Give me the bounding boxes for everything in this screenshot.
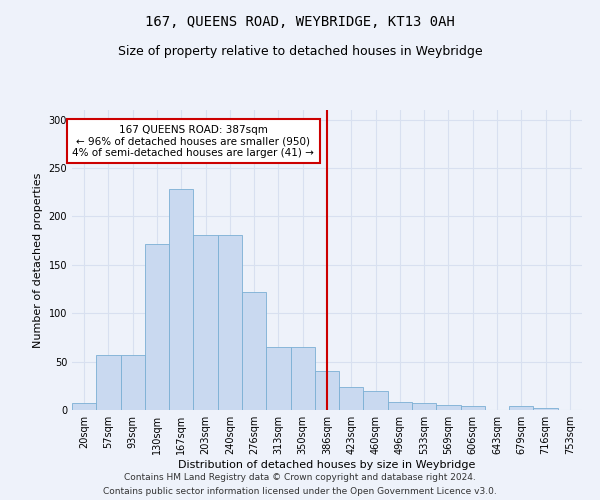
- Bar: [145, 244, 169, 410]
- Text: Contains public sector information licensed under the Open Government Licence v3: Contains public sector information licen…: [103, 486, 497, 496]
- Text: Size of property relative to detached houses in Weybridge: Size of property relative to detached ho…: [118, 45, 482, 58]
- Bar: [96, 355, 121, 410]
- Text: 167 QUEENS ROAD: 387sqm
← 96% of detached houses are smaller (950)
4% of semi-de: 167 QUEENS ROAD: 387sqm ← 96% of detache…: [73, 124, 314, 158]
- Text: Contains HM Land Registry data © Crown copyright and database right 2024.: Contains HM Land Registry data © Crown c…: [124, 473, 476, 482]
- Bar: [218, 235, 242, 410]
- Bar: [266, 347, 290, 410]
- Bar: [169, 190, 193, 410]
- Bar: [509, 406, 533, 410]
- Bar: [388, 402, 412, 410]
- Bar: [339, 387, 364, 410]
- Bar: [242, 292, 266, 410]
- Bar: [121, 355, 145, 410]
- Text: 167, QUEENS ROAD, WEYBRIDGE, KT13 0AH: 167, QUEENS ROAD, WEYBRIDGE, KT13 0AH: [145, 15, 455, 29]
- Bar: [364, 390, 388, 410]
- Bar: [412, 403, 436, 410]
- Bar: [461, 406, 485, 410]
- Bar: [193, 235, 218, 410]
- Bar: [436, 405, 461, 410]
- Bar: [290, 347, 315, 410]
- Bar: [315, 372, 339, 410]
- Bar: [72, 403, 96, 410]
- X-axis label: Distribution of detached houses by size in Weybridge: Distribution of detached houses by size …: [178, 460, 476, 470]
- Bar: [533, 408, 558, 410]
- Y-axis label: Number of detached properties: Number of detached properties: [33, 172, 43, 348]
